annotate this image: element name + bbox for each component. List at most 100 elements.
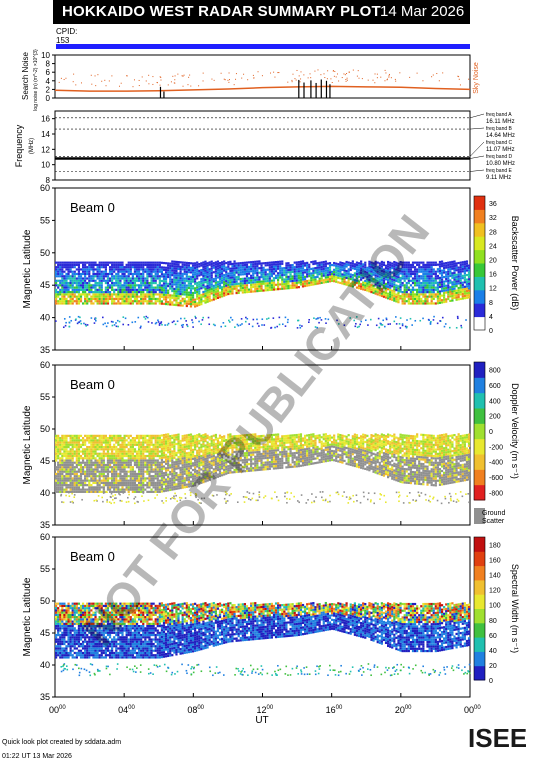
power-echo-cell — [108, 286, 112, 289]
power-echo-cell — [291, 270, 294, 274]
power-echo-cell — [341, 275, 344, 278]
velocity-echo-cell — [140, 434, 143, 437]
power-echo-cell — [84, 277, 87, 280]
sky-noise-dot — [338, 80, 340, 82]
power-echo-cell — [277, 285, 280, 288]
power-echo-cell — [443, 262, 446, 265]
velocity-echo-cell — [200, 472, 203, 476]
power-echo-cell — [75, 272, 78, 276]
velocity-echo-cell — [196, 481, 199, 484]
power-echo-cell — [404, 325, 407, 328]
power-echo-cell — [461, 270, 464, 273]
power-echo-cell — [274, 263, 278, 266]
velocity-echo-cell — [113, 468, 116, 471]
velocity-echo-cell — [94, 470, 97, 473]
power-echo-cell — [212, 298, 215, 301]
power-echo-cell — [389, 275, 392, 278]
power-echo-cell — [424, 302, 427, 305]
power-echo-cell — [447, 275, 450, 278]
velocity-echo-cell — [108, 443, 112, 446]
power-echo-cell — [378, 282, 381, 285]
power-echo-cell — [459, 297, 462, 301]
power-echo-cell — [389, 261, 392, 264]
power-echo-cell — [301, 260, 305, 263]
velocity-echo-cell — [181, 484, 184, 487]
velocity-echo-cell — [86, 466, 89, 469]
velocity-echo-cell — [92, 477, 95, 480]
velocity-echo-cell — [69, 452, 72, 455]
power-echo-cell — [61, 261, 64, 264]
velocity-echo-cell — [131, 490, 134, 493]
power-echo-cell — [370, 279, 373, 282]
velocity-echo-cell — [121, 459, 124, 462]
power-echo-cell — [135, 288, 139, 291]
velocity-echo-cell — [167, 451, 170, 454]
power-echo-cell — [202, 286, 205, 289]
power-echo-cell — [88, 281, 91, 285]
velocity-echo-cell — [198, 466, 201, 470]
velocity-echo-cell — [59, 486, 62, 489]
velocity-echo-cell — [191, 484, 195, 487]
velocity-echo-cell — [150, 452, 153, 455]
power-echo-cell — [84, 300, 87, 303]
power-echo-cell — [115, 297, 118, 301]
power-echo-cell — [169, 269, 172, 272]
power-echo-cell — [146, 272, 149, 276]
velocity-echo-cell — [150, 443, 153, 446]
power-echo-cell — [453, 280, 456, 284]
velocity-echo-cell — [115, 488, 118, 491]
power-echo-cell — [98, 286, 101, 289]
velocity-echo-cell — [169, 453, 172, 456]
power-echo-cell — [465, 264, 469, 268]
velocity-echo-cell — [61, 448, 64, 451]
power-echo-cell — [150, 268, 153, 271]
power-echo-cell — [411, 286, 415, 289]
power-echo-cell — [457, 266, 460, 269]
velocity-echo-cell — [63, 452, 66, 455]
velocity-echo-cell — [106, 470, 110, 473]
power-echo-cell — [397, 280, 400, 283]
power-echo-cell — [164, 266, 168, 269]
velocity-echo-cell — [150, 454, 153, 458]
power-echo-cell — [413, 266, 417, 269]
power-echo-cell — [98, 291, 101, 294]
velocity-echo-cell — [189, 435, 193, 438]
power-echo-cell — [428, 277, 431, 280]
power-echo-cell — [121, 272, 124, 276]
velocity-echo-cell — [102, 472, 105, 476]
velocity-echo-cell — [191, 435, 195, 438]
velocity-echo-cell — [135, 475, 139, 478]
power-echo-cell — [164, 300, 168, 303]
power-echo-cell — [123, 275, 126, 278]
velocity-echo-cell — [189, 485, 193, 488]
power-echo-cell — [88, 263, 91, 267]
power-echo-cell — [235, 291, 238, 295]
sky-noise-dot — [261, 75, 263, 77]
freq-panel-frame — [54, 110, 471, 181]
velocity-echo-cell — [81, 481, 85, 484]
power-echo-cell — [438, 281, 442, 284]
sky-noise-dot — [148, 83, 150, 85]
power-echo-cell — [279, 269, 282, 272]
velocity-echo-cell — [119, 459, 122, 462]
power-echo-cell — [104, 270, 107, 273]
velocity-echo-cell — [79, 470, 83, 473]
power-echo-cell — [459, 286, 462, 289]
power-echo-cell — [397, 296, 400, 299]
power-echo-cell — [223, 269, 226, 272]
velocity-echo-cell — [104, 490, 107, 493]
velocity-echo-cell — [148, 475, 151, 478]
velocity-echo-cell — [102, 437, 105, 440]
velocity-echo-cell — [146, 434, 149, 437]
velocity-echo-cell — [135, 437, 139, 440]
velocity-echo-cell — [146, 484, 149, 487]
freq-band-leader — [469, 155, 485, 159]
power-echo-cell — [401, 291, 404, 294]
power-echo-cell — [148, 297, 151, 301]
power-echo-cell — [179, 272, 182, 275]
power-echo-cell — [77, 293, 81, 296]
power-echo-cell — [228, 319, 230, 322]
velocity-echo-cell — [194, 477, 197, 480]
velocity-echo-cell — [200, 481, 203, 484]
power-echo-cell — [399, 261, 402, 264]
